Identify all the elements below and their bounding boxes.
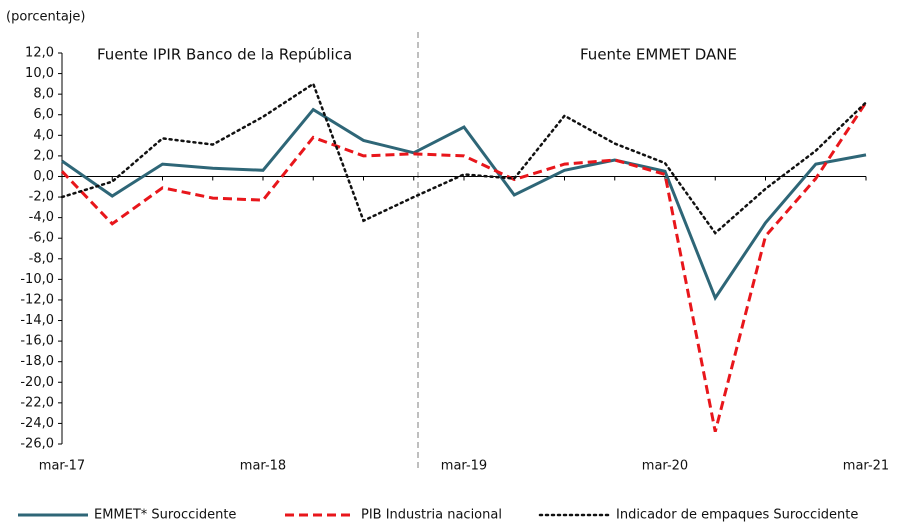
y-tick-label: 10,0: [25, 66, 54, 81]
y-tick-label: -4,0: [29, 210, 54, 225]
y-tick-label: 8,0: [33, 87, 54, 102]
y-tick-label: -8,0: [29, 251, 54, 266]
annotation: Fuente IPIR Banco de la República: [97, 46, 352, 64]
series-line: [60, 81, 868, 235]
y-tick-label: -10,0: [20, 272, 54, 287]
y-tick-label: -12,0: [20, 292, 54, 307]
y-tick-label: -6,0: [29, 231, 54, 246]
legend-label: EMMET* Suroccidente: [94, 508, 236, 523]
y-tick-label: 12,0: [25, 46, 54, 61]
y-tick-label: -22,0: [20, 395, 54, 410]
y-tick-label: 6,0: [33, 107, 54, 122]
y-tick-label: -18,0: [20, 354, 54, 369]
y-tick-label: -16,0: [20, 334, 54, 349]
y-tick-label: 2,0: [33, 148, 54, 163]
y-tick-label: -14,0: [20, 313, 54, 328]
y-tick-label: 0,0: [33, 169, 54, 184]
x-tick-label: mar-19: [441, 459, 487, 474]
series-line: [61, 107, 867, 302]
x-tick-label: mar-20: [642, 459, 688, 474]
y-axis-label: (porcentaje): [6, 10, 85, 25]
x-tick-label: mar-21: [843, 459, 889, 474]
series-line: [60, 101, 868, 433]
annotation: Fuente EMMET DANE: [580, 46, 737, 64]
y-tick-label: -24,0: [20, 416, 54, 431]
x-tick-label: mar-17: [39, 459, 85, 474]
x-tick-label: mar-18: [240, 459, 286, 474]
y-tick-label: -2,0: [29, 190, 54, 205]
y-tick-label: -26,0: [20, 437, 54, 452]
y-tick-label: 4,0: [33, 128, 54, 143]
legend-label: Indicador de empaques Suroccidente: [616, 508, 858, 523]
legend-label: PIB Industria nacional: [361, 508, 502, 523]
y-tick-label: -20,0: [20, 375, 54, 390]
